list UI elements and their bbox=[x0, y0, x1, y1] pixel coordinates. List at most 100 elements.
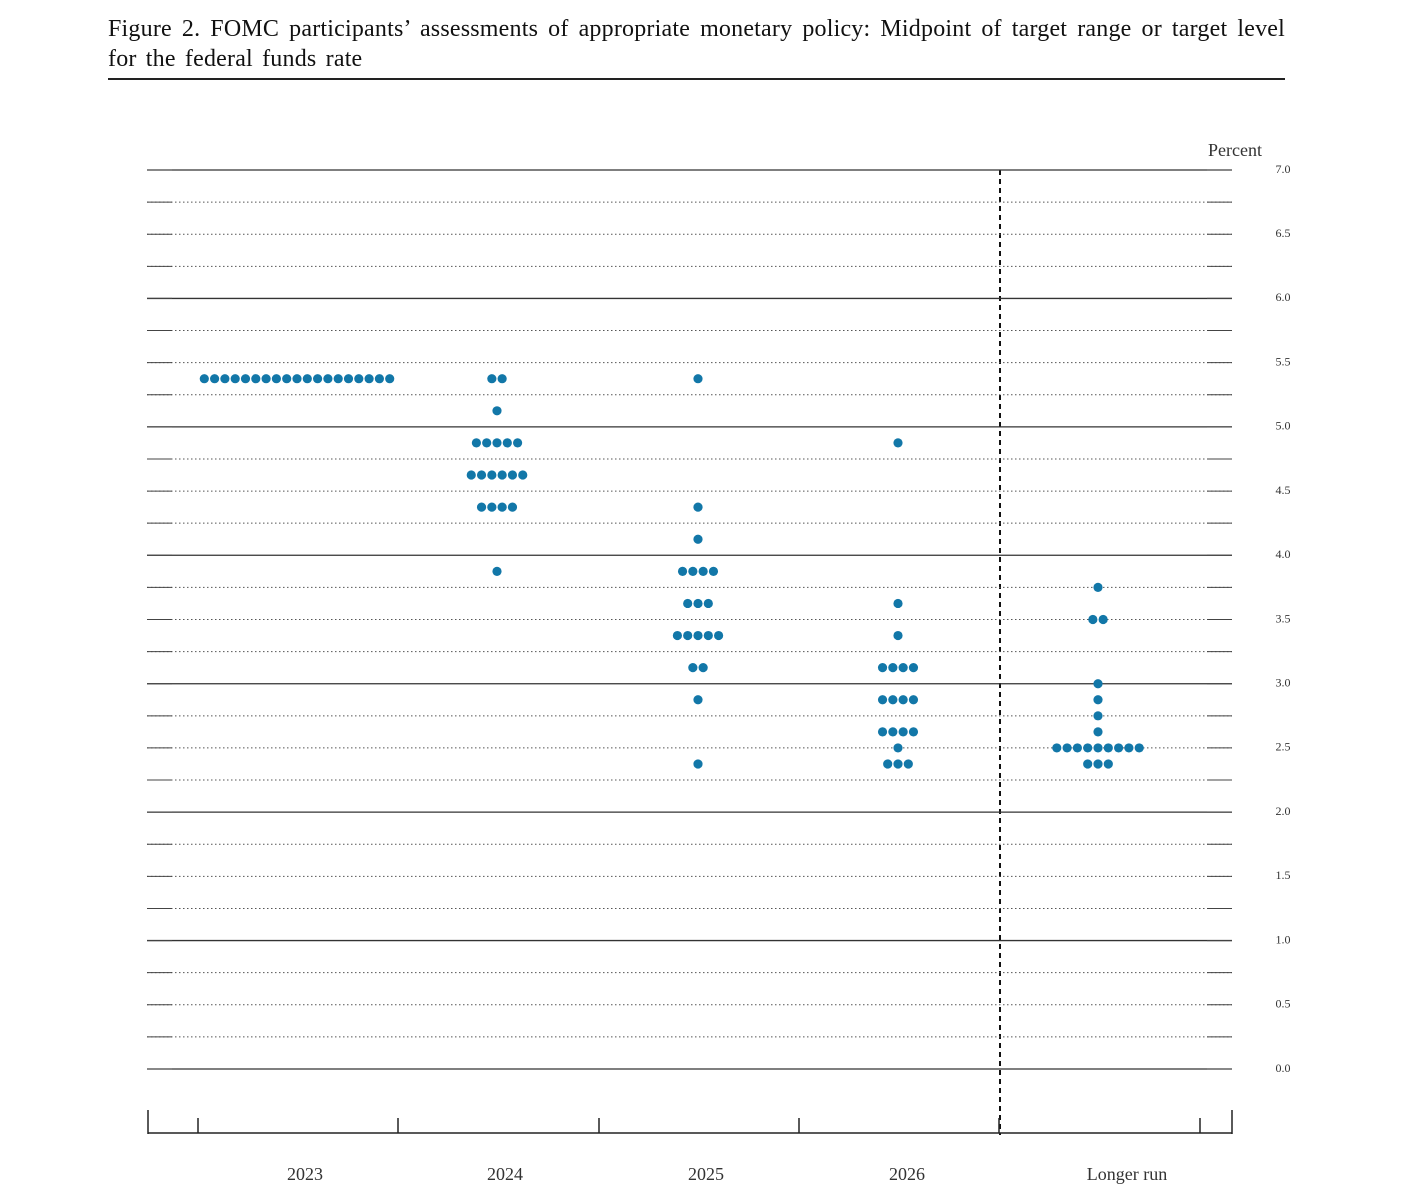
x-tick-label: 2025 bbox=[688, 1164, 724, 1184]
dot bbox=[471, 438, 481, 448]
dot bbox=[693, 695, 703, 705]
dot bbox=[482, 438, 492, 448]
dot bbox=[1103, 759, 1113, 769]
dot bbox=[1083, 743, 1093, 753]
dot bbox=[893, 743, 903, 753]
dot bbox=[888, 663, 898, 673]
dot bbox=[703, 598, 713, 609]
dot bbox=[888, 695, 898, 705]
dot bbox=[1093, 727, 1103, 737]
dot bbox=[693, 374, 703, 384]
dot bbox=[333, 374, 343, 384]
dot bbox=[261, 374, 271, 384]
dot bbox=[1134, 743, 1144, 753]
dot bbox=[487, 502, 497, 512]
y-tick-label: 1.0 bbox=[1276, 932, 1291, 946]
dot bbox=[672, 630, 683, 641]
dot bbox=[271, 374, 281, 384]
dot bbox=[487, 470, 497, 480]
x-tick-label: Longer run bbox=[1087, 1164, 1167, 1184]
dot bbox=[513, 438, 523, 448]
y-tick-label: 7.0 bbox=[1276, 162, 1291, 176]
y-tick-label: 3.0 bbox=[1276, 675, 1291, 689]
x-tick-label: 2026 bbox=[889, 1164, 925, 1184]
dot bbox=[714, 630, 724, 641]
dot bbox=[908, 663, 919, 673]
dot bbox=[492, 406, 502, 416]
dot bbox=[354, 374, 364, 384]
dot bbox=[908, 695, 919, 705]
dot bbox=[1093, 582, 1103, 592]
dot bbox=[888, 727, 898, 737]
dot bbox=[877, 663, 888, 673]
dot bbox=[698, 566, 708, 576]
dot bbox=[502, 438, 512, 448]
dot bbox=[693, 630, 703, 641]
dot bbox=[683, 598, 693, 609]
y-tick-label: 2.5 bbox=[1276, 740, 1291, 754]
dot bbox=[1093, 679, 1103, 689]
dot bbox=[476, 470, 487, 480]
dot bbox=[1093, 743, 1103, 753]
y-tick-label: 4.0 bbox=[1276, 547, 1291, 561]
dot bbox=[476, 502, 487, 512]
dot bbox=[1098, 614, 1108, 625]
y-tick-label: 0.5 bbox=[1276, 997, 1291, 1011]
dot bbox=[385, 374, 395, 384]
dot bbox=[1088, 614, 1098, 625]
dot bbox=[693, 534, 703, 544]
dot bbox=[323, 374, 333, 384]
dot bbox=[708, 566, 719, 576]
y-tick-label: 5.5 bbox=[1276, 354, 1291, 368]
dot bbox=[693, 502, 703, 512]
dot bbox=[693, 598, 703, 609]
dot bbox=[1103, 743, 1113, 753]
dot bbox=[251, 374, 261, 384]
dot bbox=[507, 502, 518, 512]
dot bbox=[302, 374, 312, 384]
dot bbox=[898, 695, 908, 705]
chart-title: Figure 2. FOMC participants’ assessments… bbox=[108, 16, 1285, 72]
y-tick-label: 3.5 bbox=[1276, 611, 1291, 625]
dot bbox=[497, 502, 507, 512]
y-tick-label: 5.0 bbox=[1276, 419, 1291, 433]
dot bbox=[893, 598, 903, 609]
dot bbox=[893, 630, 903, 641]
y-tick-label: 4.5 bbox=[1276, 483, 1291, 497]
dot bbox=[893, 759, 903, 769]
dot bbox=[877, 727, 888, 737]
dot bbox=[210, 374, 220, 384]
dot bbox=[1093, 695, 1103, 705]
dot bbox=[903, 759, 913, 769]
dot bbox=[1093, 759, 1103, 769]
dot bbox=[883, 759, 893, 769]
y-tick-label: 6.5 bbox=[1276, 226, 1291, 240]
dot bbox=[877, 695, 888, 705]
dot bbox=[1093, 711, 1103, 721]
dot bbox=[688, 663, 698, 673]
dot bbox=[893, 438, 903, 448]
dot bbox=[698, 663, 708, 673]
y-tick-label: 1.5 bbox=[1276, 868, 1291, 882]
dot bbox=[364, 374, 374, 384]
dot bbox=[1124, 743, 1134, 753]
dot bbox=[507, 470, 518, 480]
dot bbox=[220, 374, 230, 384]
dot bbox=[518, 470, 528, 480]
dot bbox=[292, 374, 302, 384]
dot bbox=[343, 374, 354, 384]
dot bbox=[492, 438, 502, 448]
dot bbox=[240, 374, 251, 384]
title-rule bbox=[108, 78, 1285, 80]
dot bbox=[199, 374, 209, 384]
dot bbox=[908, 727, 919, 737]
x-tick-label: 2024 bbox=[487, 1164, 523, 1184]
dot bbox=[677, 566, 688, 576]
dot bbox=[374, 374, 384, 384]
dot bbox=[1114, 743, 1124, 753]
dot bbox=[683, 630, 693, 641]
dot bbox=[282, 374, 292, 384]
y-tick-label: 0.0 bbox=[1276, 1061, 1291, 1075]
